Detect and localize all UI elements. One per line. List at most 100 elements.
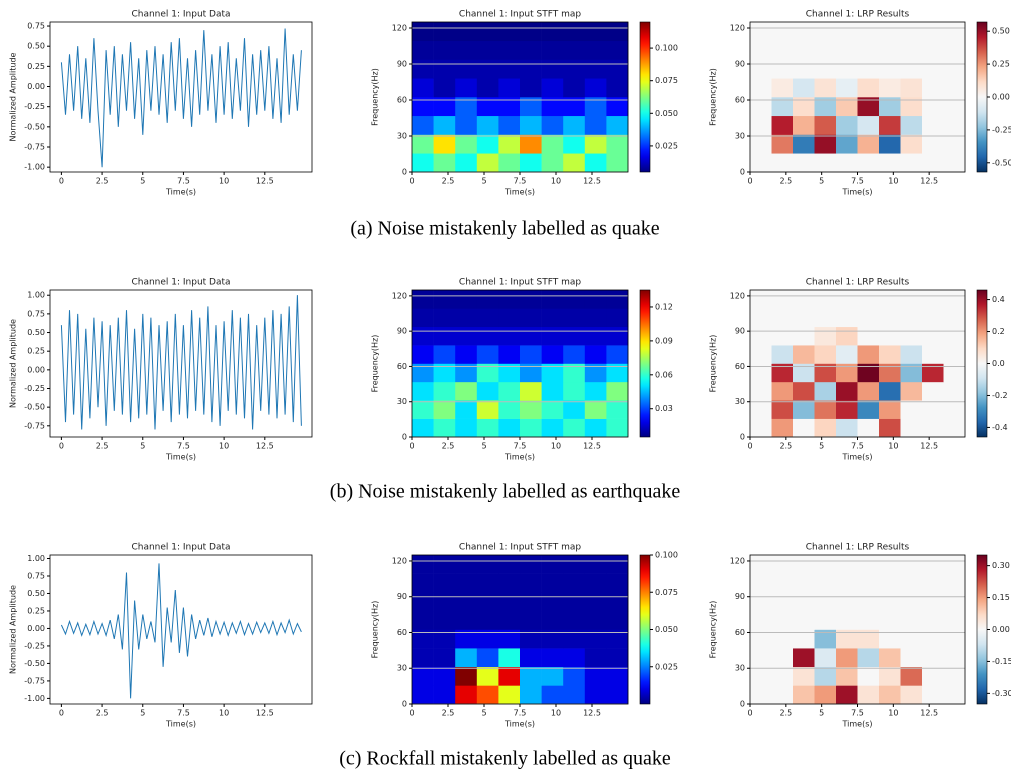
heatmap-cell — [793, 308, 815, 328]
y-tick-label: 0.50 — [27, 42, 45, 51]
colorbar-tick-label: -0.15 — [992, 657, 1011, 666]
heatmap-cell — [771, 345, 794, 364]
heatmap-cell — [476, 592, 499, 612]
heatmap-cell — [836, 290, 858, 309]
heatmap-cell — [584, 629, 607, 649]
chart-title: Channel 1: LRP Results — [806, 543, 910, 553]
heatmap-cell — [943, 400, 966, 419]
heatmap-cell — [433, 610, 456, 630]
heatmap-cell — [750, 115, 772, 135]
heatmap-cell — [793, 418, 815, 438]
heatmap-cell — [412, 134, 434, 154]
x-tick-label: 12.5 — [256, 709, 274, 718]
heatmap-cell — [900, 345, 923, 364]
colorbar-tick-label: 0.050 — [655, 625, 678, 634]
heatmap-cell — [541, 629, 564, 649]
heatmap-cell — [836, 59, 858, 79]
heatmap-cell — [584, 290, 607, 309]
heatmap-cell — [836, 40, 858, 60]
heatmap-cell — [541, 381, 564, 401]
heatmap-cell — [606, 610, 629, 630]
colorbar — [976, 289, 988, 438]
heatmap-cell — [606, 22, 629, 42]
chart-title: Channel 1: LRP Results — [806, 278, 910, 288]
heatmap-cell — [771, 40, 794, 60]
x-tick-label: 7.5 — [177, 709, 190, 718]
x-tick-label: 10 — [551, 442, 561, 451]
colorbar-tick-label: 0.30 — [992, 561, 1010, 570]
y-tick-label: -0.25 — [24, 384, 45, 393]
heatmap-cell — [584, 400, 607, 419]
colorbar-tick-label: 0.025 — [655, 662, 678, 671]
heatmap-cell — [793, 363, 815, 383]
heatmap-cell — [498, 400, 521, 419]
heatmap-cell — [498, 648, 521, 668]
heatmap-cell — [520, 345, 542, 364]
y-tick-label: 1.00 — [27, 554, 45, 563]
heatmap-cell — [922, 418, 944, 438]
y-tick-label: 0 — [740, 700, 745, 709]
colorbar-tick-label: 0.00 — [992, 93, 1010, 102]
heatmap-cell — [750, 555, 772, 574]
y-tick-label: 120 — [730, 291, 745, 300]
heatmap-cell — [606, 629, 629, 649]
heatmap-cell — [750, 22, 772, 42]
heatmap-cell — [879, 573, 901, 593]
heatmap-cell — [520, 629, 542, 649]
heatmap-cell — [750, 134, 772, 154]
heatmap-cell — [563, 648, 586, 668]
heatmap-cell — [943, 78, 966, 98]
heatmap-cell — [476, 78, 499, 98]
heatmap-cell — [750, 97, 772, 117]
heatmap-cell — [412, 97, 434, 117]
caption: (b) Noise mistakenly labelled as earthqu… — [330, 481, 681, 503]
heatmap-cell — [584, 326, 607, 346]
y-tick-label: 120 — [392, 556, 407, 565]
heatmap-cell — [498, 345, 521, 364]
heatmap-cell — [922, 134, 944, 154]
heatmap-cell — [857, 153, 880, 173]
heatmap-cell — [606, 345, 629, 364]
heatmap-cell — [455, 418, 478, 438]
heatmap-cell — [750, 418, 772, 438]
heatmap-cell — [943, 153, 966, 173]
heatmap-cell — [498, 308, 521, 328]
heatmap-cell — [412, 666, 434, 686]
y-tick-label: 0 — [402, 168, 407, 177]
heatmap-cell — [455, 666, 478, 686]
caption: (a) Noise mistakenly labelled as quake — [350, 218, 659, 240]
y-tick-label: 60 — [397, 628, 407, 637]
heatmap-cell — [455, 592, 478, 612]
chart-title: Channel 1: Input Data — [131, 543, 230, 553]
heatmap-cell — [541, 573, 564, 593]
heatmap-cell — [476, 115, 499, 135]
heatmap-cell — [793, 153, 815, 173]
heatmap-cell — [750, 345, 772, 364]
heatmap-cell — [606, 40, 629, 60]
heatmap-cell — [584, 78, 607, 98]
heatmap-cell — [771, 573, 794, 593]
heatmap-cell — [879, 134, 901, 154]
y-tick-label: -0.75 — [24, 421, 45, 430]
x-tick-label: 10 — [219, 709, 229, 718]
colorbar-tick-label: -0.2 — [992, 391, 1008, 400]
heatmap-cell — [476, 59, 499, 79]
heatmap-cell — [520, 22, 542, 42]
heatmap-cell — [584, 134, 607, 154]
heatmap-cell — [412, 418, 434, 438]
heatmap-cell — [584, 555, 607, 574]
heatmap-cell — [922, 363, 944, 383]
heatmap-cell — [922, 40, 944, 60]
heatmap-cell — [857, 666, 880, 686]
heatmap-cell — [814, 22, 837, 42]
heatmap-cell — [943, 418, 966, 438]
heatmap-cell — [455, 685, 478, 705]
heatmap-cell — [943, 610, 966, 630]
y-axis-label: Normalized Amplitude — [9, 52, 18, 141]
heatmap-cell — [857, 78, 880, 98]
heatmap-cell — [476, 290, 499, 309]
heatmap-cell — [498, 573, 521, 593]
heatmap-cell — [476, 629, 499, 649]
heatmap-cell — [584, 345, 607, 364]
